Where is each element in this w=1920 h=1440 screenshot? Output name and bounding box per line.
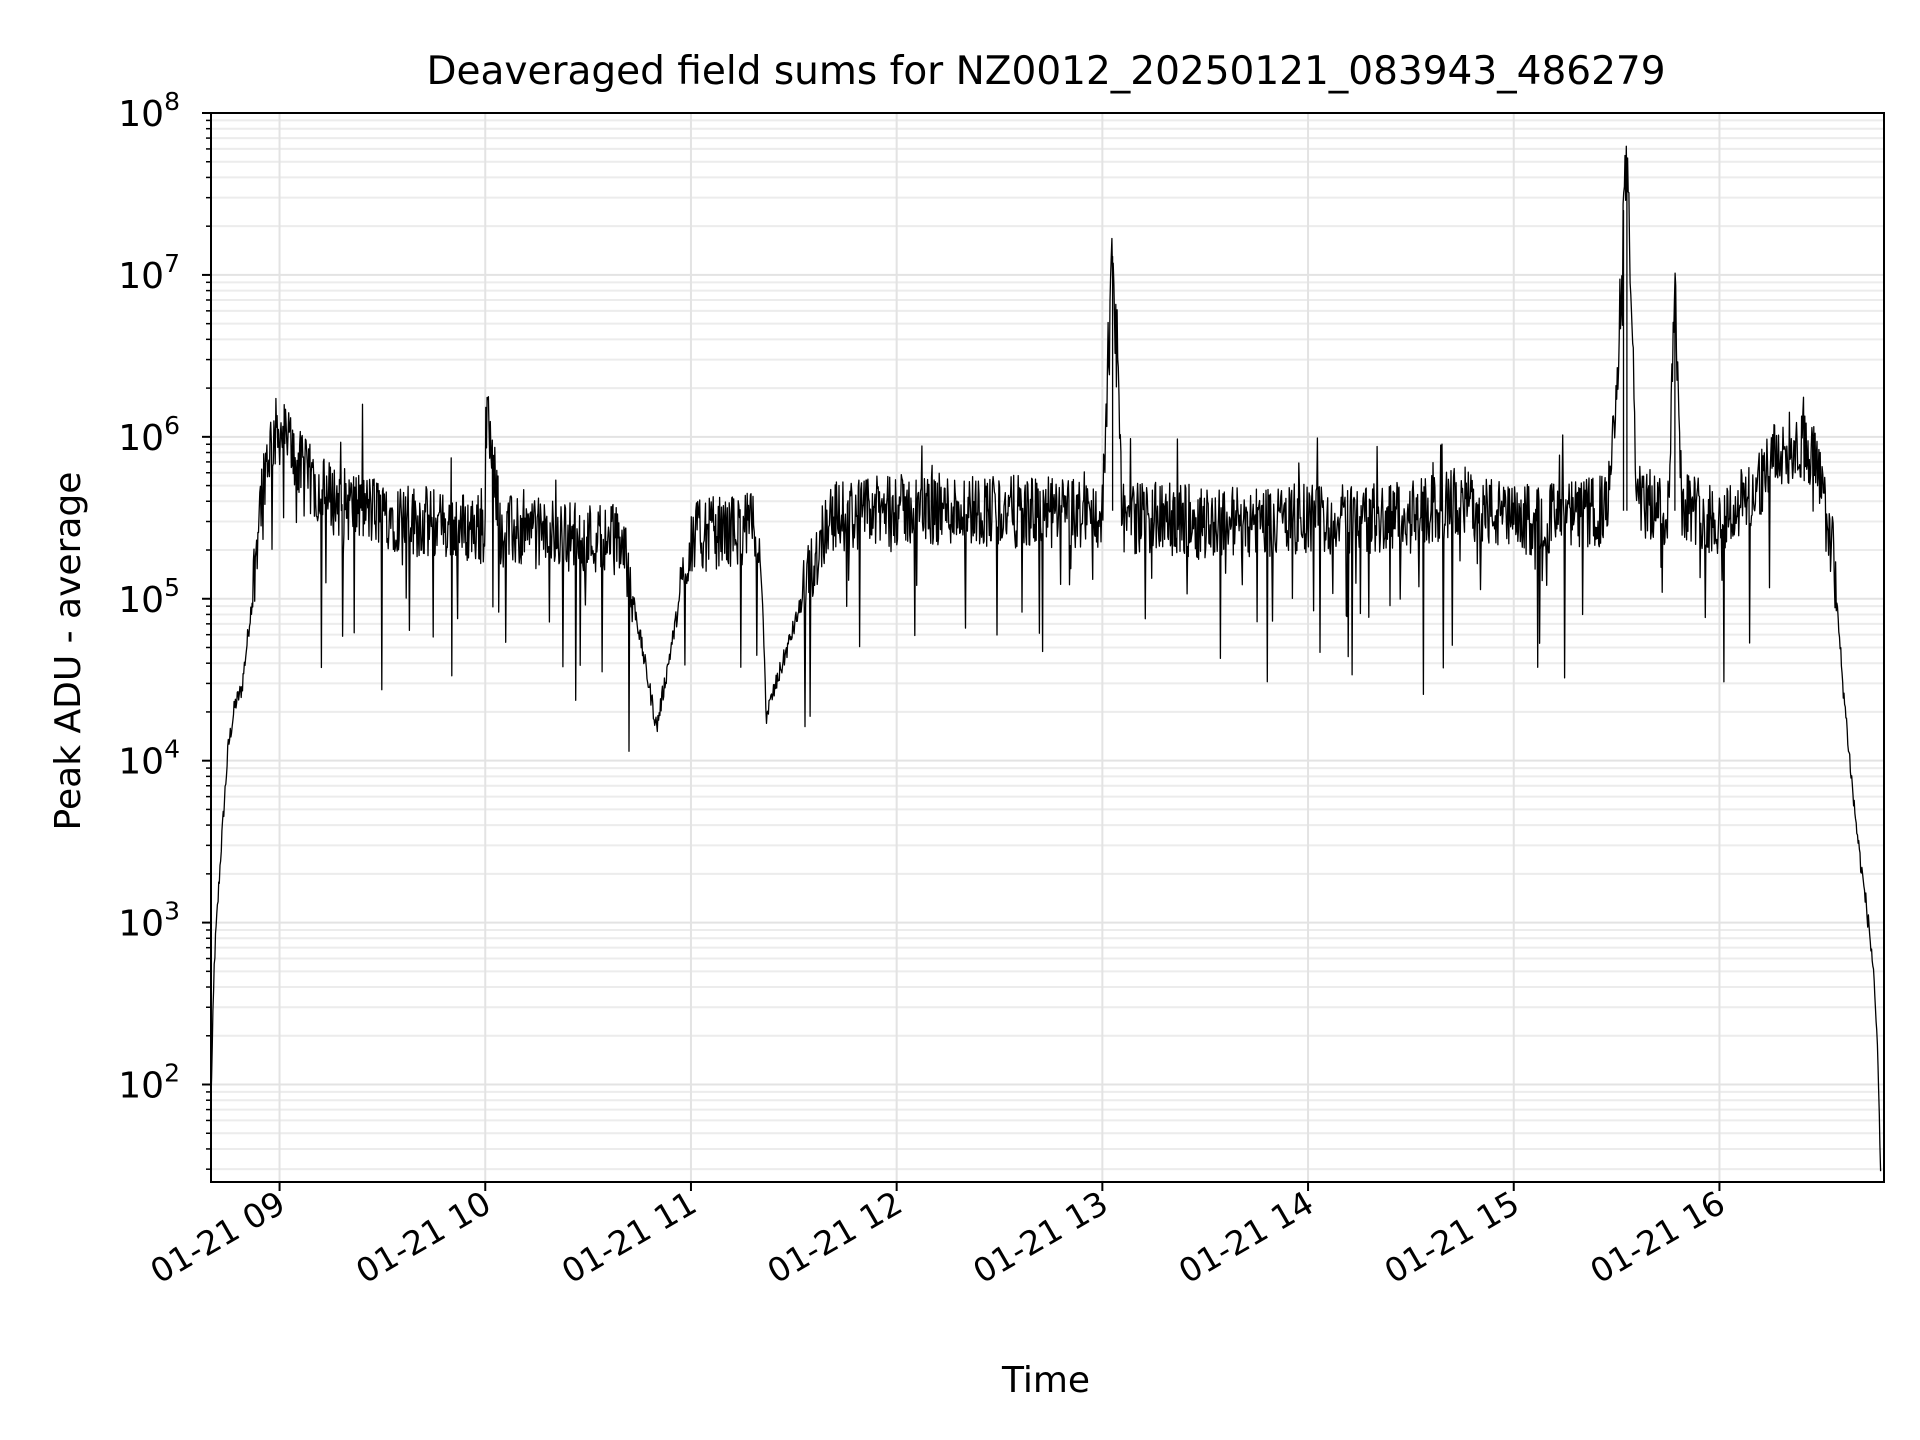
y-tick-label: 105 [118,573,180,621]
y-tick-label: 102 [118,1059,180,1107]
y-axis-label: Peak ADU - average [48,472,89,831]
series-line [210,145,1882,1172]
y-tick-label: 104 [118,735,180,783]
grid [211,112,1884,1182]
y-tick-label: 107 [118,249,180,297]
y-tick-label: 103 [118,897,180,945]
chart-title: Deaveraged field sums for NZ0012_2025012… [426,49,1665,94]
y-tick-label: 106 [118,411,180,459]
series-layer [210,145,1882,1172]
y-tick-label: 108 [118,87,180,135]
x-axis-label: Time [1001,1360,1090,1401]
